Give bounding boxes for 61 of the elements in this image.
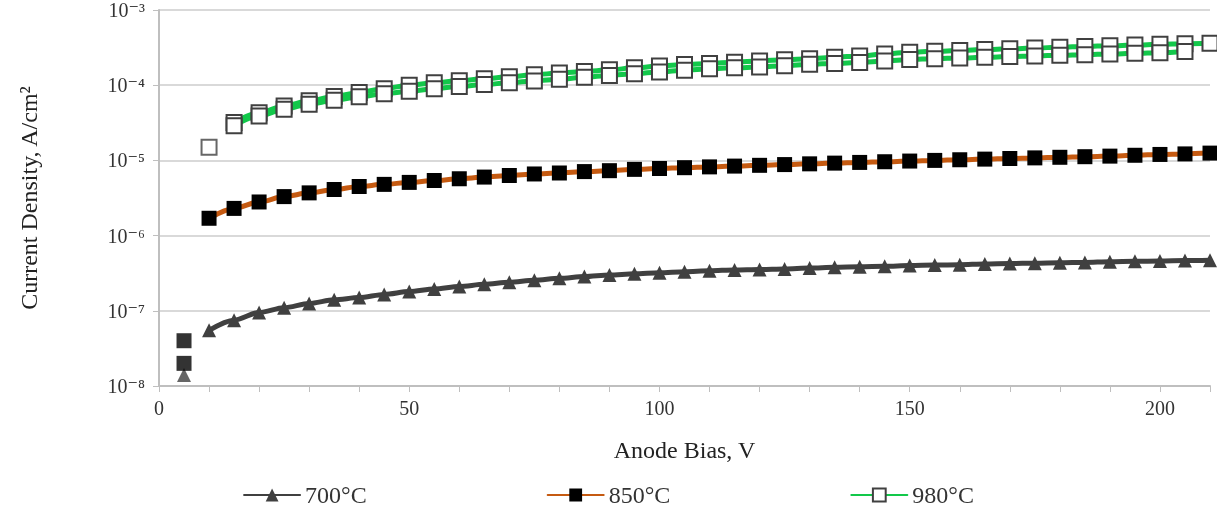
point bbox=[302, 296, 317, 311]
point bbox=[1203, 253, 1217, 268]
point bbox=[377, 287, 392, 302]
point bbox=[652, 265, 667, 280]
point bbox=[1127, 254, 1142, 269]
y-tick-label: 10⁻³ bbox=[108, 0, 145, 21]
point bbox=[852, 259, 867, 274]
y-tick-label: 10⁻⁵ bbox=[107, 149, 145, 172]
point bbox=[352, 290, 367, 305]
point bbox=[177, 368, 192, 383]
point bbox=[602, 267, 617, 282]
point bbox=[1152, 253, 1167, 268]
point bbox=[752, 262, 767, 277]
point bbox=[1002, 256, 1017, 271]
point bbox=[327, 292, 342, 307]
point bbox=[977, 256, 992, 271]
point bbox=[1052, 255, 1067, 270]
point bbox=[427, 281, 442, 296]
point bbox=[777, 261, 792, 276]
point bbox=[677, 264, 692, 279]
point bbox=[552, 271, 567, 286]
point bbox=[452, 279, 467, 294]
legend-label: 700°C bbox=[305, 482, 367, 508]
point bbox=[527, 273, 542, 288]
y-tick-label: 10⁻⁷ bbox=[107, 299, 146, 322]
x-axis-title: Anode Bias, V bbox=[613, 437, 756, 463]
point bbox=[702, 263, 717, 278]
point bbox=[176, 355, 192, 371]
y-tick-label: 10⁻⁴ bbox=[107, 74, 146, 97]
point bbox=[827, 260, 842, 275]
legend-label: 850°C bbox=[608, 482, 671, 508]
point bbox=[927, 258, 942, 273]
legend-label: 980°C bbox=[912, 482, 974, 508]
point bbox=[1027, 256, 1042, 271]
point bbox=[877, 259, 892, 274]
x-tick-label: 100 bbox=[644, 397, 675, 419]
x-tick-label: 50 bbox=[399, 397, 420, 419]
point bbox=[402, 284, 417, 299]
point bbox=[227, 313, 242, 328]
x-tick-label: 0 bbox=[154, 397, 164, 419]
y-tick-label: 10⁻⁸ bbox=[107, 375, 146, 397]
y-axis-title: Current Density, A/cm² bbox=[16, 86, 42, 310]
point bbox=[176, 333, 192, 349]
point bbox=[1177, 253, 1192, 268]
point bbox=[802, 261, 817, 276]
point bbox=[727, 262, 742, 277]
point bbox=[502, 275, 517, 290]
point bbox=[1077, 255, 1092, 270]
point bbox=[952, 257, 967, 272]
point bbox=[252, 305, 267, 320]
point bbox=[277, 300, 292, 315]
point bbox=[477, 277, 492, 292]
y-tick-label: 10⁻⁶ bbox=[107, 224, 146, 247]
point bbox=[577, 269, 592, 284]
point bbox=[627, 266, 642, 281]
x-tick-label: 150 bbox=[894, 397, 925, 419]
point bbox=[902, 258, 917, 273]
point bbox=[1102, 254, 1117, 269]
point bbox=[200, 138, 218, 156]
point bbox=[202, 323, 217, 338]
x-tick-label: 200 bbox=[1144, 397, 1175, 419]
